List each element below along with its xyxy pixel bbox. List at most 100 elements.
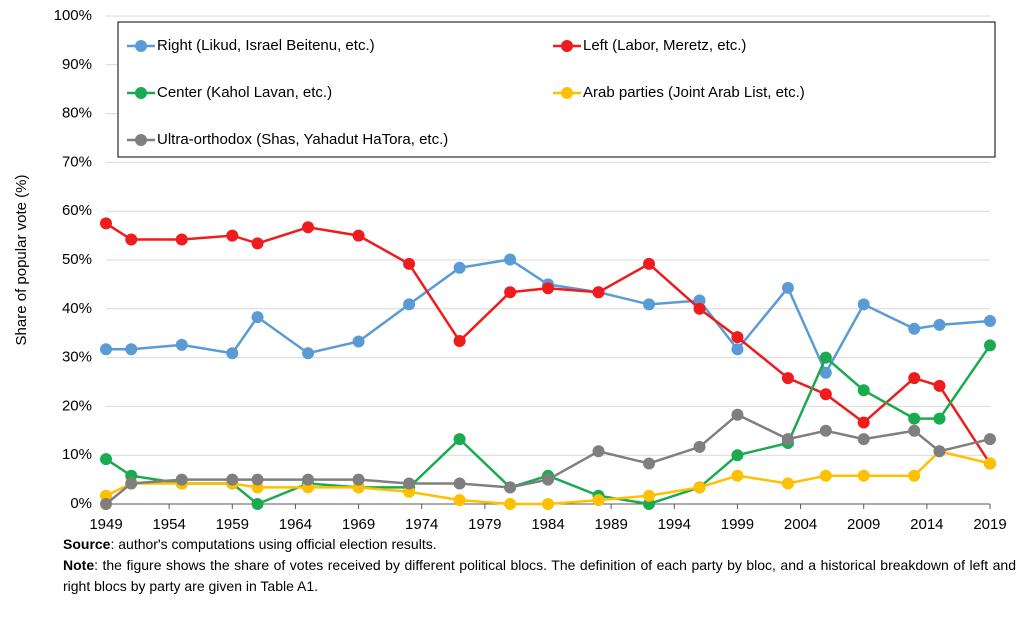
point [857, 384, 870, 397]
series-line [106, 258, 991, 376]
point [302, 473, 315, 486]
point [984, 457, 996, 470]
point [819, 388, 832, 401]
x-tick-label: 1989 [594, 516, 627, 533]
legend-marker [135, 134, 147, 146]
point [125, 233, 138, 246]
legend-marker [135, 87, 147, 99]
point [251, 473, 264, 486]
point [908, 322, 921, 335]
point [908, 372, 921, 385]
point [731, 469, 744, 482]
point [504, 253, 517, 266]
point [542, 498, 554, 510]
point [592, 286, 605, 299]
x-tick-label: 1979 [468, 516, 501, 533]
y-tick-label: 20% [62, 397, 92, 414]
point [100, 217, 112, 230]
x-tick-label: 1959 [216, 516, 249, 533]
point [175, 233, 188, 246]
point [819, 424, 832, 437]
point [302, 347, 315, 360]
legend-marker [561, 40, 573, 52]
y-tick-label: 10% [62, 446, 92, 463]
point [251, 311, 264, 324]
point [857, 469, 870, 482]
point [933, 379, 946, 392]
point [592, 494, 605, 507]
x-tick-label: 1969 [342, 516, 375, 533]
point [857, 416, 870, 429]
point [125, 343, 138, 356]
point [643, 257, 656, 270]
point [693, 481, 706, 494]
point [251, 237, 264, 250]
point [226, 229, 239, 242]
point [453, 477, 466, 490]
legend-label: Left (Labor, Meretz, etc.) [583, 37, 746, 54]
x-tick-label: 1964 [279, 516, 312, 533]
point [643, 457, 656, 470]
x-tick-label: 1984 [531, 516, 564, 533]
point [781, 372, 794, 385]
y-tick-label: 80% [62, 105, 92, 122]
point [984, 315, 996, 327]
point [100, 498, 112, 510]
point [819, 469, 832, 482]
legend-marker [135, 40, 147, 52]
y-tick-label: 100% [54, 7, 92, 24]
point [731, 331, 744, 344]
point [403, 477, 416, 490]
point [643, 498, 656, 510]
point [100, 343, 112, 356]
point [693, 302, 706, 315]
point [731, 343, 744, 356]
point [933, 445, 946, 458]
point [781, 477, 794, 490]
x-tick-label: 1994 [658, 516, 691, 533]
x-tick-label: 2004 [784, 516, 817, 533]
note: Note: the figure shows the share of vote… [63, 555, 1016, 597]
point [226, 473, 239, 486]
point [857, 298, 870, 311]
point [542, 473, 554, 486]
x-tick-label: 2014 [910, 516, 943, 533]
point [504, 481, 517, 494]
point [100, 453, 112, 466]
point [453, 335, 466, 348]
point [731, 408, 744, 421]
point [819, 351, 832, 364]
point [251, 498, 264, 510]
x-tick-label: 1999 [721, 516, 754, 533]
note-text: : the figure shows the share of votes re… [63, 557, 1016, 594]
point [542, 282, 554, 295]
point [125, 477, 138, 490]
legend-box [117, 21, 996, 158]
chart: Share of popular vote (%) 0% 10% 20% 30% 40%… [13, 7, 1007, 533]
point [933, 318, 946, 331]
point [933, 412, 946, 425]
y-axis-label: Share of popular vote (%) [13, 175, 30, 346]
x-tick-label: 2019 [973, 516, 1006, 533]
point [693, 440, 706, 453]
point [908, 412, 921, 425]
point [352, 335, 365, 348]
point [592, 445, 605, 458]
point [908, 469, 921, 482]
note-label: Source [63, 536, 111, 552]
y-tick-label: 50% [62, 251, 92, 268]
y-tick-label: 60% [62, 202, 92, 219]
point [693, 294, 706, 307]
point [984, 339, 996, 352]
point [175, 338, 188, 351]
legend-label: Arab parties (Joint Arab List, etc.) [583, 84, 805, 101]
x-tick-label: 1974 [405, 516, 438, 533]
point [453, 433, 466, 446]
point [352, 229, 365, 242]
point [781, 281, 794, 294]
point [403, 298, 416, 311]
y-tick-label: 90% [62, 56, 92, 73]
x-tick-label: 1954 [152, 516, 185, 533]
point [226, 347, 239, 360]
